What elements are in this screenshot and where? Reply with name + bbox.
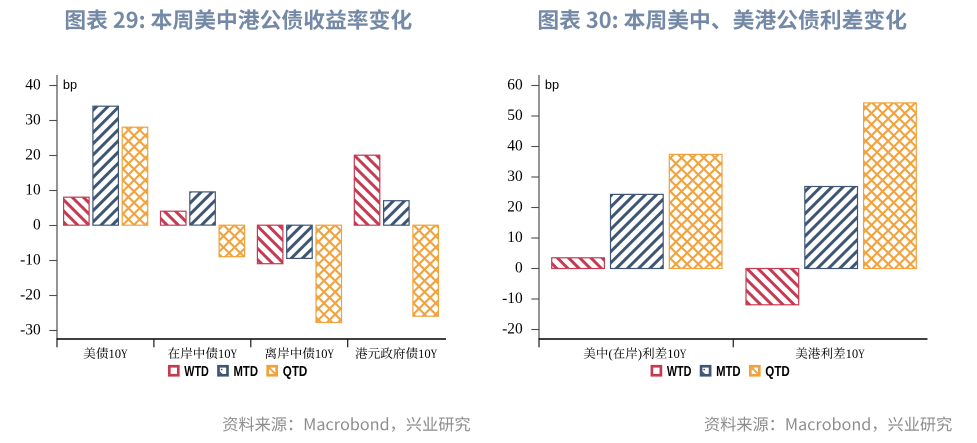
svg-text:-10: -10 <box>502 290 523 307</box>
svg-text:60: 60 <box>507 77 523 94</box>
svg-text:MTD: MTD <box>716 364 741 380</box>
svg-text:20: 20 <box>507 199 523 216</box>
svg-text:-30: -30 <box>20 322 41 339</box>
svg-text:WTD: WTD <box>184 364 209 380</box>
svg-text:50: 50 <box>507 107 523 124</box>
svg-text:0: 0 <box>515 260 523 277</box>
svg-text:QTD: QTD <box>283 364 308 380</box>
svg-text:QTD: QTD <box>765 364 790 380</box>
svg-text:-20: -20 <box>20 287 41 304</box>
svg-text:10: 10 <box>507 229 523 246</box>
svg-text:bp: bp <box>545 77 559 92</box>
svg-text:bp: bp <box>63 77 77 92</box>
svg-text:30: 30 <box>507 168 523 185</box>
svg-text:10: 10 <box>25 182 41 199</box>
svg-text:-20: -20 <box>502 321 523 338</box>
svg-text:20: 20 <box>25 147 41 164</box>
svg-text:40: 40 <box>507 138 523 155</box>
svg-text:40: 40 <box>25 77 41 94</box>
svg-text:0: 0 <box>33 217 41 234</box>
svg-text:MTD: MTD <box>234 364 259 380</box>
svg-text:WTD: WTD <box>667 364 692 380</box>
svg-text:-10: -10 <box>20 252 41 269</box>
svg-text:30: 30 <box>25 112 41 129</box>
